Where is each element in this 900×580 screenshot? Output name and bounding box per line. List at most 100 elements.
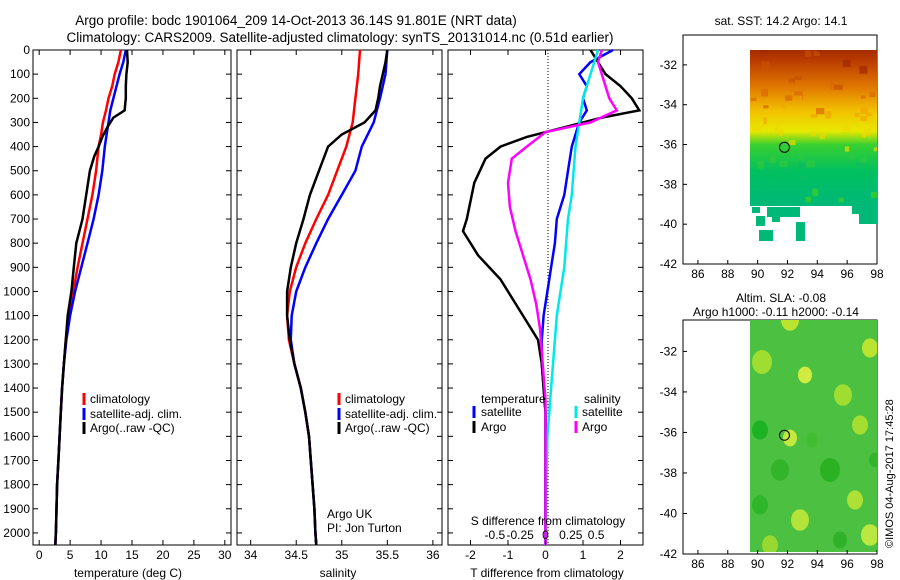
- temperature-plot-frame: [32, 49, 232, 546]
- sst-texture-cell: [794, 76, 803, 80]
- sst-texture-cell: [813, 51, 820, 57]
- sst-texture-cell: [788, 140, 796, 146]
- map-y-tick-label: -36: [660, 138, 678, 152]
- y-tick-label: 800: [10, 236, 30, 250]
- sst-texture-cell: [799, 151, 804, 160]
- sst-texture-cell: [834, 84, 843, 90]
- y-tick-label: 1000: [3, 284, 30, 298]
- ocean-patch: [859, 206, 877, 224]
- sla-texture-blob: [869, 452, 877, 468]
- sst-texture-cell: [798, 162, 805, 168]
- y-tick-label: 600: [10, 188, 30, 202]
- y-tick-label: 900: [10, 260, 30, 274]
- y-tick-label: 500: [10, 164, 30, 178]
- x-tick-label: 34: [244, 548, 258, 562]
- title-line-1: Argo profile: bodc 1901064_209 14-Oct-20…: [75, 13, 517, 28]
- s-tick-label: 0: [542, 528, 549, 542]
- sst-texture-cell: [766, 158, 776, 163]
- sst-texture-cell: [856, 162, 865, 166]
- temperature-xlabel: temperature (deg C): [74, 566, 182, 580]
- sst-texture-cell: [859, 65, 868, 74]
- sla-texture-blob: [783, 429, 797, 447]
- map-y-tick-label: -40: [660, 217, 678, 231]
- sla-texture-blob: [752, 420, 768, 440]
- sst-texture-cell: [779, 128, 783, 136]
- sla-texture-blob: [752, 350, 772, 374]
- map-x-tick-label: 94: [811, 557, 825, 571]
- ocean-patch: [852, 206, 859, 214]
- sst-texture-cell: [806, 160, 815, 168]
- sst-texture-cell: [860, 107, 868, 114]
- x-tick-label: 25: [187, 548, 201, 562]
- sla-texture-blob: [861, 524, 877, 546]
- map-x-tick-label: 94: [811, 267, 825, 281]
- t-difference-label: T difference from climatology: [470, 566, 624, 580]
- difference-panel: -2 -1 0 1 2 -0.5 -0.25 0 0.25 0.5 S difference fr…: [447, 48, 644, 580]
- sst-texture-cell: [761, 88, 768, 97]
- sst-texture-cell: [760, 61, 770, 69]
- legend-label-argo: Argo(..raw -QC): [345, 421, 430, 435]
- sla-texture-blob: [781, 320, 799, 331]
- sst-texture-cell: [779, 160, 788, 167]
- map-y-tick-label: -34: [660, 385, 678, 399]
- x-tick-label: 36: [426, 548, 440, 562]
- x-tick-label: 30: [218, 548, 232, 562]
- ocean-patch: [767, 207, 800, 217]
- y-tick-label: 1100: [4, 309, 30, 323]
- map-y-tick-label: -32: [660, 344, 678, 358]
- sst-map-title: sat. SST: 14.2 Argo: 14.1: [715, 14, 848, 28]
- temperature-legend: climatology satellite-adj. clim. Argo(..…: [82, 392, 182, 435]
- y-tick-label: 1500: [3, 405, 30, 419]
- ocean-patch: [796, 222, 805, 241]
- sst-texture-cell: [763, 117, 767, 125]
- series-line-salinity-argo: [506, 49, 619, 545]
- legend-label-climatology: climatology: [90, 392, 150, 406]
- s-tick-label: 0.5: [588, 528, 605, 542]
- sst-texture-cell: [819, 132, 825, 140]
- map-x-tick-label: 98: [870, 557, 884, 571]
- sst-texture-cell: [775, 125, 779, 134]
- sst-texture-cell: [848, 155, 856, 160]
- sst-texture-cell: [763, 105, 769, 109]
- sst-texture-cell: [829, 82, 834, 90]
- sst-texture-cell: [854, 112, 860, 117]
- x-tick-label: 0: [36, 548, 43, 562]
- y-tick-label: 100: [10, 67, 30, 81]
- map-x-tick-label: 90: [751, 557, 765, 571]
- sla-texture-blob: [847, 490, 863, 510]
- map-x-tick-label: 98: [870, 267, 884, 281]
- series-line-argo-raw-qc-: [285, 49, 389, 546]
- sst-texture-cell: [778, 142, 788, 148]
- sla-texture-blob: [834, 384, 852, 406]
- salinity-legend: climatology satellite-adj. clim. Argo(..…: [337, 392, 437, 435]
- sst-texture-cell: [814, 50, 819, 51]
- map-y-tick-label: -36: [660, 425, 678, 439]
- map-x-tick-label: 92: [781, 557, 795, 571]
- imos-watermark: ©IMOS 04-Aug-2017 17:45:28: [884, 399, 896, 548]
- sst-texture-cell: [784, 95, 793, 101]
- legend-label-satellite: satellite-adj. clim.: [90, 407, 182, 421]
- sst-texture-cell: [873, 147, 877, 152]
- sst-texture-cell: [861, 95, 866, 99]
- y-tick-label: 2000: [3, 526, 30, 540]
- ocean-patch: [756, 216, 765, 226]
- sst-texture-cell: [869, 91, 876, 98]
- sst-texture-cell: [810, 114, 818, 118]
- map-y-tick-label: -42: [660, 257, 678, 271]
- difference-legend: temperature salinity satellite Argo sate…: [472, 392, 623, 434]
- sst-texture-cell: [760, 50, 766, 53]
- x-tick-label: 34.5: [285, 548, 309, 562]
- x-tick-label: 35: [335, 548, 349, 562]
- legend-label-s-argo: Argo: [582, 420, 608, 434]
- sla-texture-blob: [806, 432, 818, 448]
- sst-texture-cell: [781, 104, 787, 108]
- series-line-satellite-adj-clim-: [54, 49, 128, 546]
- y-tick-label: 1600: [3, 429, 30, 443]
- y-tick-label: 400: [10, 140, 30, 154]
- legend-label-argo: Argo(..raw -QC): [90, 421, 175, 435]
- sla-map-title-1: Altim. SLA: -0.08: [736, 291, 826, 305]
- ocean-patch: [752, 207, 760, 213]
- argo-position-marker: [778, 429, 790, 441]
- sst-texture-cell: [842, 59, 851, 68]
- sst-texture-cell: [785, 167, 790, 174]
